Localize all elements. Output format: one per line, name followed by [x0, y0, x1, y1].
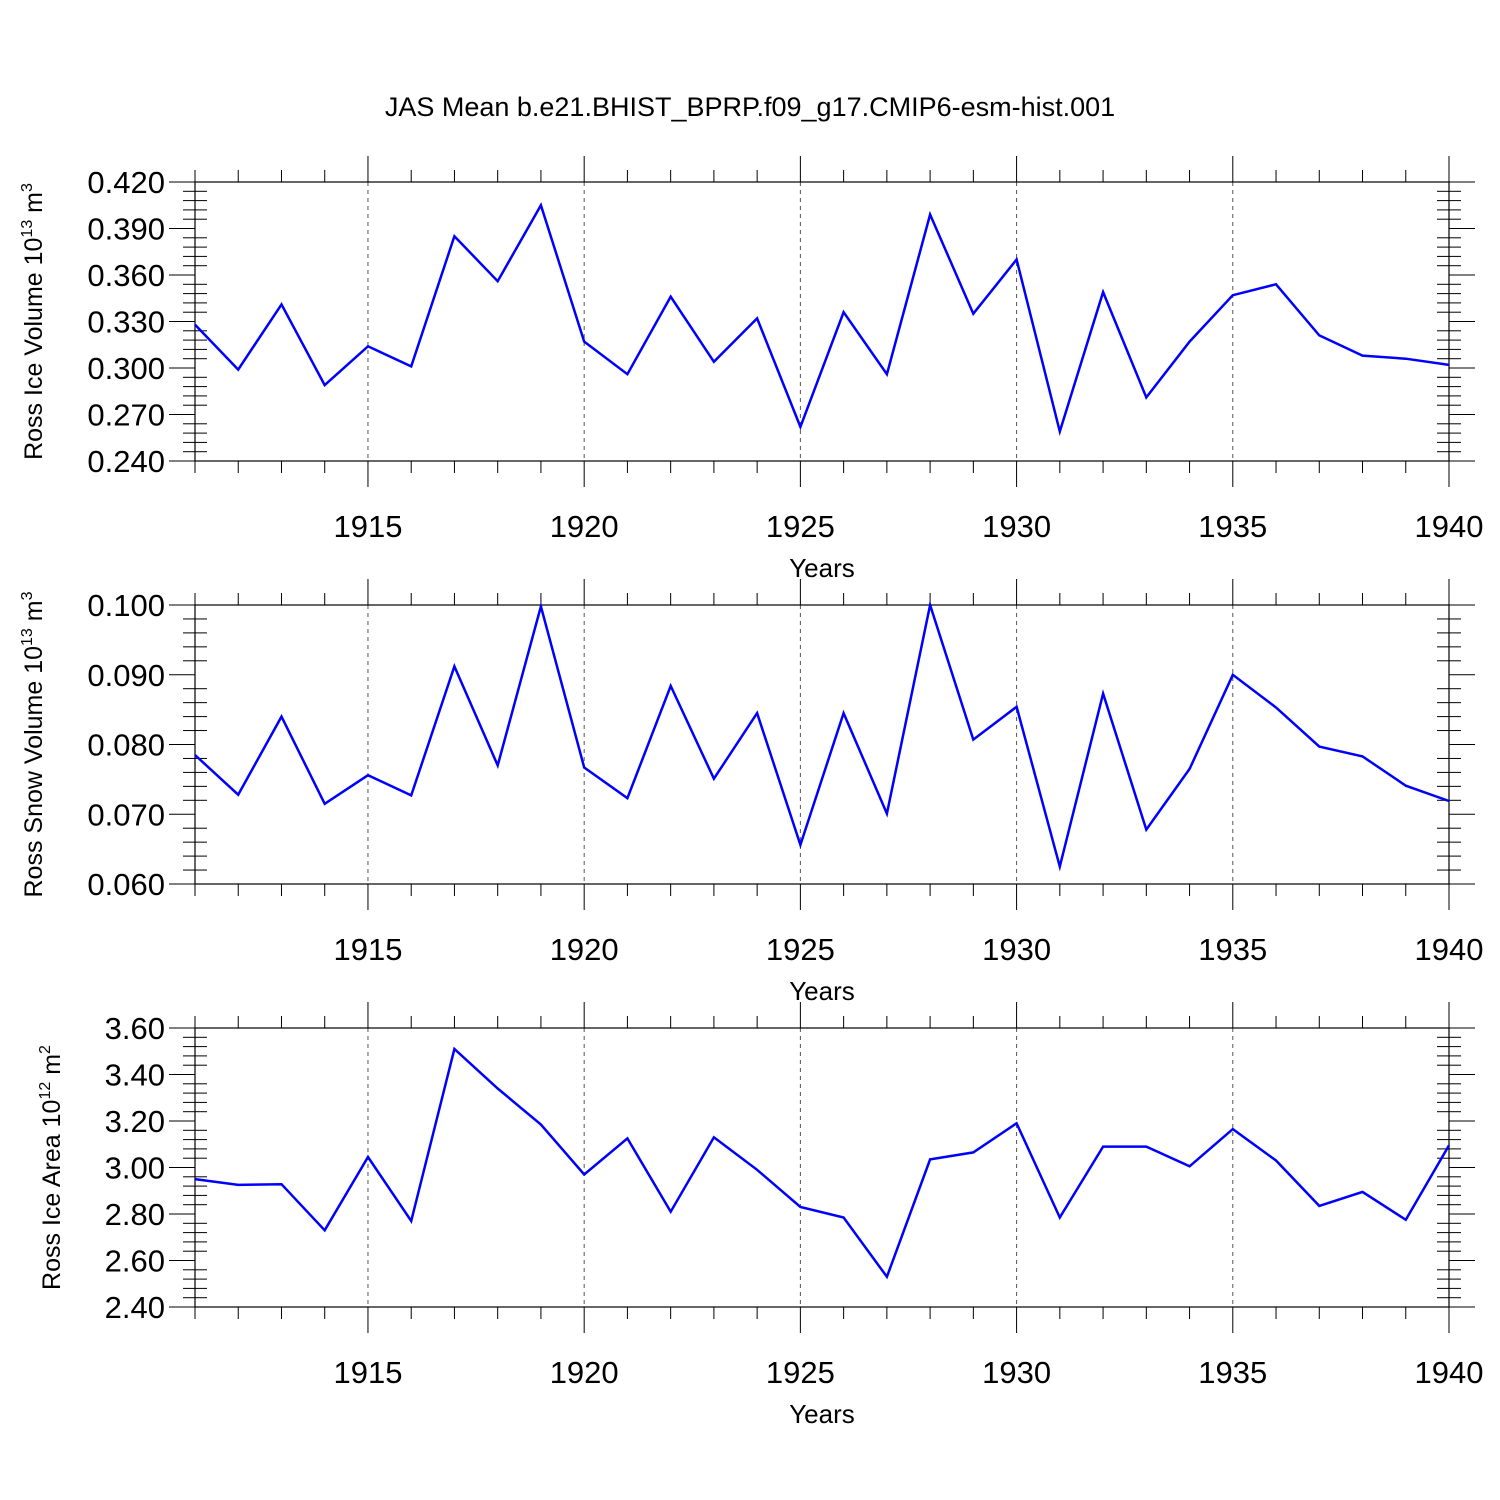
- y-axis-label-unit: m: [38, 1054, 66, 1082]
- y-axis-label-unit-exponent: 3: [19, 183, 36, 192]
- y-tick-label: 2.40: [105, 1290, 165, 1325]
- series-line: [194, 1046, 1451, 1280]
- x-tick-label: 1925: [766, 1355, 835, 1390]
- y-tick-label: 3.20: [105, 1104, 165, 1139]
- y-axis-label: Ross Ice Area 1012 m2: [37, 1045, 66, 1290]
- x-tick-label: 1915: [333, 932, 402, 967]
- x-tick-label: 1925: [766, 509, 835, 544]
- x-tick-label: 1915: [333, 1355, 402, 1390]
- x-axis-label: Years: [789, 1399, 855, 1429]
- plot-frame: [194, 604, 1450, 885]
- y-tick-label: 0.070: [87, 797, 165, 832]
- chart-title: JAS Mean b.e21.BHIST_BPRP.f09_g17.CMIP6-…: [384, 92, 1116, 122]
- x-tick-label: 1920: [550, 1355, 619, 1390]
- y-axis-label-text: Ross Ice Volume 10: [20, 238, 48, 460]
- y-tick-label: 0.270: [87, 398, 165, 433]
- y-axis-label-unit-exponent: 2: [37, 1045, 54, 1054]
- y-tick-label: 3.60: [105, 1011, 165, 1046]
- x-tick-label: 1925: [766, 932, 835, 967]
- x-axis-label: Years: [789, 553, 855, 583]
- y-tick-label: 0.300: [87, 351, 165, 386]
- plot-frame: [194, 181, 1450, 462]
- y-axis-label-exponent: 13: [19, 628, 36, 646]
- plot-frame: [194, 1027, 1450, 1308]
- x-tick-label: 1940: [1415, 509, 1484, 544]
- y-axis-label-unit: m: [20, 600, 48, 628]
- x-tick-label: 1920: [550, 932, 619, 967]
- y-axis-label-unit-exponent: 3: [19, 591, 36, 600]
- panel-3: 2.40 2.60 2.80 3.00 3.20 3.40 3.60 1915 1920 1925…: [37, 1002, 1483, 1429]
- y-tick-label: 0.100: [87, 588, 165, 623]
- x-tick-label: 1930: [982, 509, 1051, 544]
- y-tick-label: 0.060: [87, 867, 165, 902]
- x-tick-label: 1920: [550, 509, 619, 544]
- y-axis-label-exponent: 13: [19, 220, 36, 238]
- y-tick-label: 0.080: [87, 728, 165, 763]
- x-tick-label: 1915: [333, 509, 402, 544]
- x-tick-label: 1930: [982, 932, 1051, 967]
- y-tick-label: 0.420: [87, 165, 165, 200]
- panel-1: 0.240 0.270 0.300 0.330 0.360 0.390 0.420 1915 1…: [19, 156, 1483, 583]
- x-tick-label: 1940: [1415, 1355, 1484, 1390]
- y-tick-label: 0.360: [87, 258, 165, 293]
- y-axis-label-text: Ross Ice Area 10: [38, 1100, 66, 1290]
- y-tick-label: 0.240: [87, 444, 165, 479]
- x-axis-label: Years: [789, 976, 855, 1006]
- y-axis-label-exponent: 12: [37, 1082, 54, 1100]
- x-tick-label: 1940: [1415, 932, 1484, 967]
- y-axis-label: Ross Ice Volume 1013 m3: [19, 183, 48, 460]
- x-tick-label: 1930: [982, 1355, 1051, 1390]
- y-tick-label: 3.40: [105, 1058, 165, 1093]
- y-tick-label: 0.090: [87, 658, 165, 693]
- y-tick-label: 3.00: [105, 1151, 165, 1186]
- series-line: [194, 600, 1450, 872]
- y-tick-label: 0.390: [87, 212, 165, 247]
- y-tick-label: 2.60: [105, 1244, 165, 1279]
- x-tick-label: 1935: [1198, 1355, 1267, 1390]
- y-axis-label-text: Ross Snow Volume 10: [20, 646, 48, 898]
- y-tick-label: 2.80: [105, 1197, 165, 1232]
- series-line: [194, 202, 1450, 437]
- panel-2: 0.060 0.070 0.080 0.090 0.100 1915 1920 1925 193…: [19, 579, 1483, 1006]
- y-tick-label: 0.330: [87, 305, 165, 340]
- x-tick-label: 1935: [1198, 509, 1267, 544]
- y-axis-label-unit: m: [20, 192, 48, 220]
- x-tick-label: 1935: [1198, 932, 1267, 967]
- y-axis-label: Ross Snow Volume 1013 m3: [19, 591, 48, 897]
